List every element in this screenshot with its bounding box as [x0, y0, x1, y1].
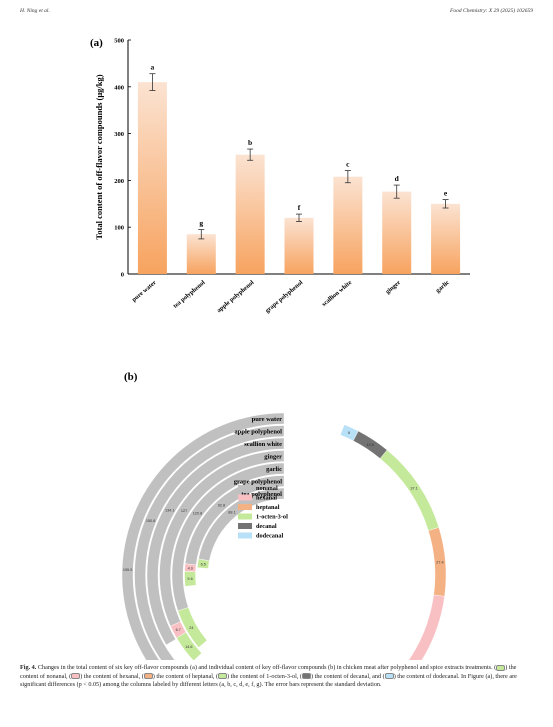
ring-segment-nonanal — [134, 425, 285, 660]
legend-label: heptanal — [256, 504, 280, 511]
x-tick-label: pure water — [131, 279, 158, 303]
ring-segment-1-octen-3-ol — [176, 632, 202, 660]
ring-label: apple polyphenol — [234, 429, 282, 436]
swatch-dodecanal — [384, 673, 394, 680]
ring-label: scallion white — [244, 441, 282, 448]
significance-letter: e — [444, 189, 448, 198]
segment-value: 37.1 — [410, 486, 417, 490]
caption-fig-label: Fig. 4. — [20, 664, 37, 671]
segment-value: 88.1 — [228, 511, 235, 515]
legend-label: nonanal — [256, 485, 278, 492]
ring-label: garlic — [266, 466, 282, 473]
significance-letter: b — [248, 138, 252, 147]
segment-value: 6 — [348, 431, 350, 435]
legend-label: 1-octen-3-ol — [256, 514, 288, 521]
segment-value: 4.9 — [188, 566, 193, 570]
ring-label: tea polyphenol — [241, 491, 282, 498]
ring-label: pure water — [252, 416, 283, 423]
x-tick-label: ginger — [384, 279, 402, 296]
significance-letter: d — [395, 174, 400, 183]
x-tick-label: grape polyphenol — [264, 279, 304, 315]
segment-value: 6.5 — [201, 562, 206, 566]
caption-text: ) the content of decanal, and ( — [311, 672, 385, 680]
legend-swatch — [238, 523, 252, 529]
ring-segment-1-octen-3-ol — [197, 558, 210, 569]
ring-label: ginger — [264, 454, 282, 461]
segment-value: 195.5 — [123, 568, 133, 572]
legend-swatch — [238, 532, 252, 539]
legend-swatch — [238, 494, 252, 501]
legend-swatch — [238, 513, 252, 520]
figure-caption: Fig. 4. Changes in the total content of … — [20, 664, 535, 690]
x-tick-label: scallion white — [321, 279, 354, 308]
y-axis-label: Total content of off-flavor compounds (μ… — [94, 74, 104, 239]
significance-letter: g — [199, 219, 203, 228]
panel-a-label: (a) — [90, 37, 103, 49]
bar — [284, 217, 314, 274]
running-header-authors: H. Ning et al. — [20, 8, 50, 14]
significance-letter: a — [151, 63, 155, 72]
legend-label: dodecanal — [256, 533, 284, 540]
caption-text: ) the content of hexanal, ( — [80, 672, 144, 680]
ring-segment-hexanal — [408, 594, 445, 660]
y-tick-label: 400 — [114, 84, 124, 91]
segment-value: 14.6 — [185, 645, 192, 649]
y-tick-label: 300 — [114, 131, 124, 138]
segment-value: 120.8 — [193, 511, 203, 515]
bar — [186, 234, 216, 274]
y-tick-label: 500 — [114, 38, 124, 45]
ring-label: grape polyphenol — [234, 479, 282, 486]
significance-letter: c — [346, 160, 350, 169]
panel-b-label: (b) — [124, 371, 138, 383]
legend-swatch — [238, 504, 252, 510]
legend-label: hexanal — [256, 495, 277, 502]
swatch-hexanal — [71, 673, 81, 680]
segment-value: 150.8 — [146, 519, 156, 523]
caption-text: ) the content of heptanal, ( — [152, 672, 219, 680]
ring-segment-nonanal — [146, 437, 285, 646]
legend-swatch — [238, 485, 252, 491]
running-header-journal: Food Chemistry: X 29 (2025) 102659 — [450, 8, 533, 14]
ring-segment-1-octen-3-ol — [184, 571, 197, 587]
swatch-heptanal — [143, 673, 153, 680]
caption-text: ) the content of dodecanal. In Figure (a… — [20, 672, 517, 689]
bar — [235, 154, 265, 274]
caption-text: ) the content of 1-octen-3-ol, ( — [227, 672, 302, 680]
bar — [431, 203, 461, 274]
segment-value: 134.1 — [165, 508, 175, 512]
x-tick-label: apple polyphenol — [216, 279, 256, 314]
segment-value: 24 — [189, 626, 193, 630]
segment-value: 92.8 — [218, 503, 225, 507]
y-tick-label: 100 — [114, 225, 124, 232]
bar — [333, 176, 363, 274]
swatch-decanal — [302, 673, 311, 680]
caption-text: ) the content of nonanal, ( — [20, 664, 517, 680]
significance-letter: f — [298, 203, 301, 212]
segment-value: 127 — [181, 509, 187, 513]
bar — [137, 82, 167, 274]
legend-label: decanal — [256, 523, 277, 530]
caption-text: Changes in the total content of six key … — [36, 664, 497, 671]
bar-chart-total-content: (a) 0 100 200 300 400 500 Total content of off-… — [90, 37, 470, 315]
x-tick-label: garlic — [435, 279, 451, 294]
segment-value: 13.6 — [366, 443, 373, 447]
x-tick-label: tea polyphenol — [172, 279, 207, 310]
ring-segment-nonanal — [121, 412, 285, 660]
bar — [382, 191, 412, 274]
ring-segment-1-octen-3-ol — [177, 607, 208, 648]
segment-value: 6.7 — [176, 628, 181, 632]
y-tick-label: 0 — [121, 272, 124, 279]
swatch-octenol — [218, 673, 228, 680]
y-tick-label: 200 — [114, 178, 124, 185]
segment-value: 27.4 — [436, 560, 443, 564]
segment-value: 9.6 — [187, 577, 192, 581]
swatch-nonanal — [496, 664, 506, 671]
ring-segment-dodecanal — [339, 424, 359, 442]
